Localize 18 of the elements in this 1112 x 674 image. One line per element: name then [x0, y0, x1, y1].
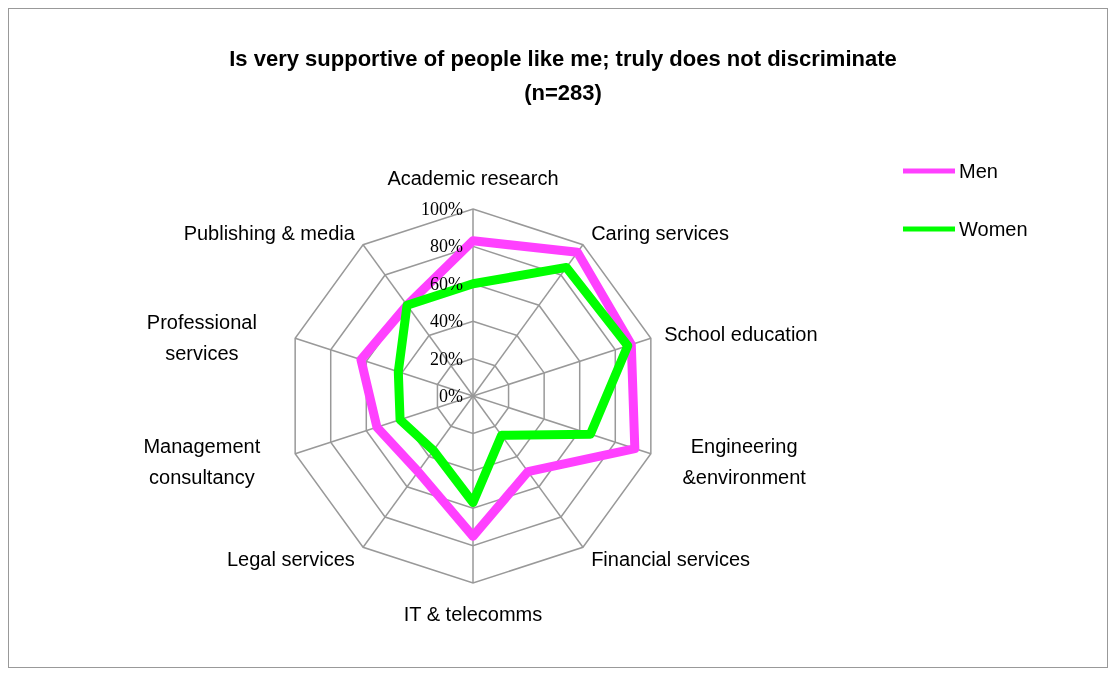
- y-tick-label: 100%: [421, 199, 463, 219]
- legend-label: Men: [959, 160, 998, 182]
- spoke-label: IT & telecomms: [403, 603, 543, 625]
- y-tick-label: 20%: [430, 348, 463, 369]
- y-tick-label: 40%: [430, 311, 463, 332]
- y-tick-label: 0%: [439, 386, 463, 406]
- y-tick-label: 80%: [430, 236, 463, 257]
- legend-label: Women: [959, 218, 1028, 240]
- spoke-label: Publishing & media: [183, 222, 356, 245]
- spoke-label: Academic research: [387, 167, 559, 189]
- chart-title: Is very supportive of people like me; truly does not discriminate (n=283): [229, 46, 897, 105]
- spoke-label: School education: [664, 322, 818, 345]
- spoke-label: Professional services: [146, 310, 257, 364]
- spoke-label: Engineering &environment: [682, 435, 807, 489]
- spoke-label: Legal services: [227, 547, 355, 570]
- spoke-label: Management consultancy: [143, 435, 261, 489]
- spoke-label: Caring services: [591, 222, 729, 245]
- spoke-label: Financial services: [591, 547, 751, 570]
